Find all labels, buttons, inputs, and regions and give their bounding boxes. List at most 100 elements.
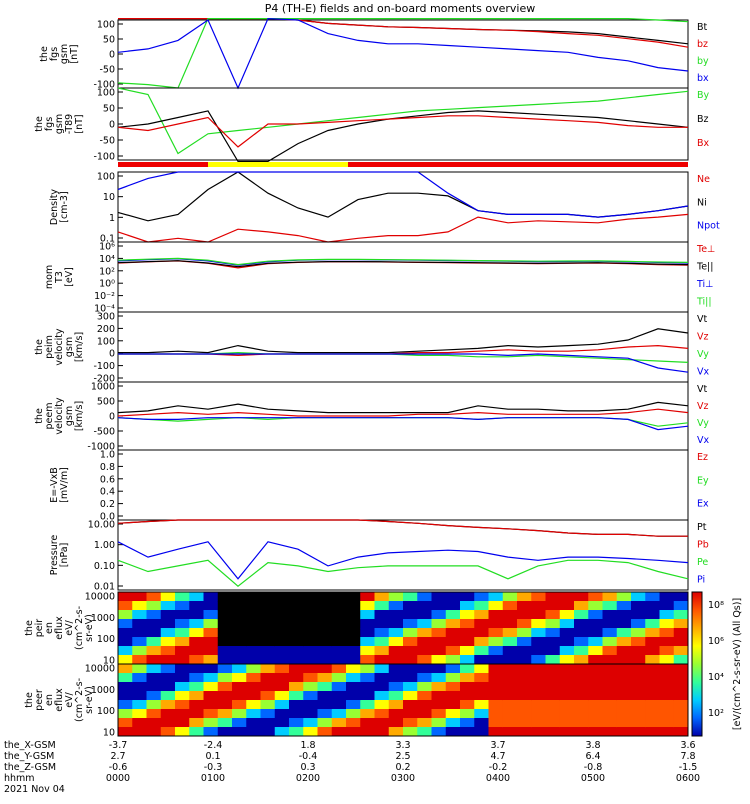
ytick-label: 1000 [91, 613, 115, 624]
heatmap-cell [403, 718, 418, 728]
series-line-by [117, 18, 689, 89]
heatmap-cell [260, 655, 276, 665]
heatmap-cell [317, 718, 333, 728]
ylabel-line: (cm^2-s- [74, 678, 85, 722]
heatmap-cell [360, 718, 375, 728]
ytick-label: 10000 [85, 664, 115, 675]
heatmap-cell [488, 709, 504, 719]
heatmap-cell [445, 700, 461, 710]
heatmap-cell [460, 655, 475, 665]
legend-Ne: Ne [697, 174, 710, 185]
heatmap-cell [488, 718, 504, 728]
heatmap-cell [559, 664, 575, 674]
heatmap-cell [360, 646, 375, 656]
ytick-label: 0.2 [100, 499, 115, 510]
heatmap-cell [631, 646, 646, 656]
heatmap-cell [303, 691, 318, 701]
heatmap-cell [232, 673, 247, 683]
heatmap-cell [673, 691, 689, 701]
ytick-label: 0.10 [94, 561, 115, 572]
heatmap-cell [289, 637, 304, 647]
ytick-label: 50 [103, 104, 115, 115]
heatmap-cell [673, 682, 689, 692]
ytick-label: 200 [97, 324, 115, 335]
heatmap-cell [631, 664, 646, 674]
heatmap-cell [346, 610, 361, 620]
heatmap-cell [118, 655, 133, 665]
heatmap-cell [388, 664, 404, 674]
heatmap-cell [673, 700, 689, 710]
heatmap-cell [317, 610, 333, 620]
heatmap-cell [531, 664, 546, 674]
legend-Pt: Pt [697, 522, 707, 533]
ytick-label: 10000 [85, 592, 115, 603]
heatmap-cell [403, 637, 418, 647]
xaxis-value: 0400 [486, 773, 510, 784]
heatmap-cell [616, 646, 632, 656]
xaxis-value: 0.3 [300, 762, 315, 773]
heatmap-cell [403, 700, 418, 710]
heatmap-cell [645, 628, 660, 638]
heatmap-cell [431, 664, 447, 674]
heatmap-cell [431, 628, 447, 638]
heatmap-cell [331, 691, 347, 701]
legend-Vy: Vy [697, 349, 709, 360]
heatmap-cell [303, 628, 318, 638]
heatmap-cell [374, 727, 390, 737]
heatmap-cell [160, 664, 176, 674]
heatmap-cell [517, 718, 532, 728]
heatmap-cell [146, 691, 162, 701]
ytick-label: -500 [93, 427, 115, 438]
heatmap-frame [117, 663, 689, 737]
ytick-label: 0 [109, 120, 115, 131]
heatmap-cell [517, 619, 532, 629]
legend-Ez: Ez [697, 452, 708, 463]
heatmap-cell [531, 673, 546, 683]
heatmap-cell [488, 646, 504, 656]
xaxis-row-label: the_Y-GSM [4, 751, 54, 762]
ylabel-line: en [44, 622, 55, 634]
heatmap-cell [331, 709, 347, 719]
heatmap-cell [574, 619, 589, 629]
heatmap-cell [374, 610, 390, 620]
heatmap-cell [303, 664, 318, 674]
heatmap-cell [217, 664, 233, 674]
ytick-label: -100 [93, 80, 115, 91]
ylabel-line: the [24, 620, 35, 636]
ytick-label: 10⁻² [94, 291, 115, 302]
heatmap-cell [246, 691, 261, 701]
heatmap-cell [574, 709, 589, 719]
heatmap-cell [631, 628, 646, 638]
heatmap-cell [118, 646, 133, 656]
heatmap-cell [602, 628, 618, 638]
heatmap-cell [588, 628, 603, 638]
heatmap-cell [559, 592, 575, 602]
xaxis-value: 0.2 [395, 762, 410, 773]
heatmap-cell [659, 727, 675, 737]
heatmap-cell [189, 673, 204, 683]
heatmap-cell [431, 610, 447, 620]
heatmap-cell [517, 601, 532, 611]
heatmap-cell [246, 682, 261, 692]
heatmap-cell [360, 592, 375, 602]
ylabel-line: eV/ [64, 691, 75, 707]
heatmap-cell [588, 601, 603, 611]
series-line-Ti|| [117, 257, 689, 266]
legend-Ti||: Ti|| [696, 297, 712, 308]
heatmap-cell [631, 718, 646, 728]
heatmap-cell [445, 682, 461, 692]
heatmap-cell [517, 700, 532, 710]
heatmap-cell [260, 664, 276, 674]
heatmap-cell [360, 673, 375, 683]
panel-frame-efield [117, 449, 689, 521]
heatmap-cell [545, 655, 561, 665]
heatmap-cell [645, 718, 660, 728]
ylabel-line: [cm-3] [59, 191, 70, 222]
heatmap-cell [631, 700, 646, 710]
heatmap-cell [388, 727, 404, 737]
heatmap-cell [602, 727, 618, 737]
heatmap-cell [431, 601, 447, 611]
heatmap-cell [474, 718, 489, 728]
heatmap-cell [645, 655, 660, 665]
